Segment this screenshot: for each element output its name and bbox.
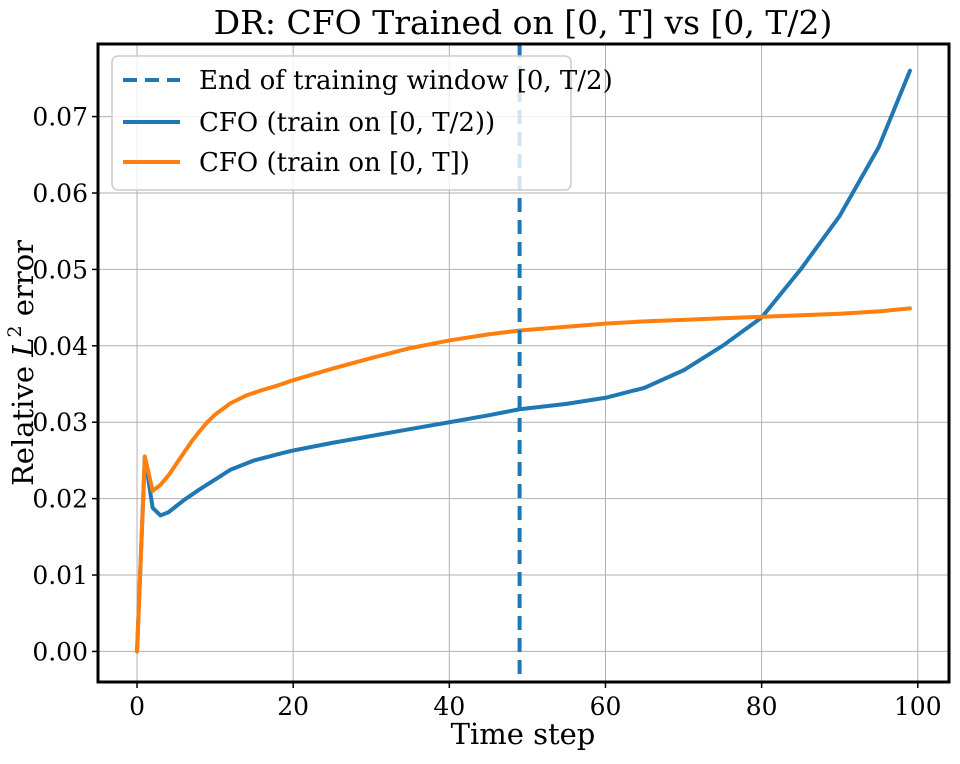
y-tick-label: 0.05: [32, 255, 88, 284]
x-tick-label: 40: [433, 692, 465, 721]
plot-area-frame: [96, 42, 951, 684]
y-axis-label-prefix: Relative: [6, 357, 40, 486]
x-tick-label: 60: [590, 692, 622, 721]
y-axis-label: Relative L2 error: [4, 240, 40, 486]
series-line-2: [135, 306, 912, 654]
legend-label-series-2: CFO (train on [0, T]): [199, 148, 470, 178]
ticks: 0 20 40 60 80 100 0.00 0.01 0.02 0.03 0.04 0.05 0.06…: [32, 103, 941, 721]
y-tick-label: 0.06: [32, 179, 88, 208]
y-tick-label: 0.00: [32, 637, 88, 666]
x-tick-label: 20: [277, 692, 309, 721]
y-tick-label: 0.02: [32, 485, 88, 514]
y-axis-label-exponent: 2: [4, 325, 26, 337]
series-line-1: [135, 68, 912, 654]
x-axis-label: Time step: [451, 717, 596, 751]
legend-label-series-1: CFO (train on [0, T/2)): [199, 108, 495, 138]
y-axis-label-variable: L: [6, 338, 40, 358]
y-tick-label: 0.01: [32, 561, 88, 590]
chart-title: DR: CFO Trained on [0, T] vs [0, T/2): [214, 3, 833, 42]
x-tick-label: 0: [129, 692, 145, 721]
legend-label-vline: End of training window [0, T/2): [199, 66, 613, 96]
data-series: [135, 44, 912, 682]
y-tick-label: 0.04: [32, 332, 88, 361]
y-tick-label: 0.07: [32, 103, 88, 132]
legend-box: [111, 55, 572, 191]
y-axis-label-suffix: error: [6, 240, 40, 326]
legend: End of training window [0, T/2) CFO (tra…: [111, 55, 613, 191]
x-tick-label: 80: [746, 692, 778, 721]
y-tick-label: 0.03: [32, 408, 88, 437]
x-tick-label: 100: [894, 692, 942, 721]
